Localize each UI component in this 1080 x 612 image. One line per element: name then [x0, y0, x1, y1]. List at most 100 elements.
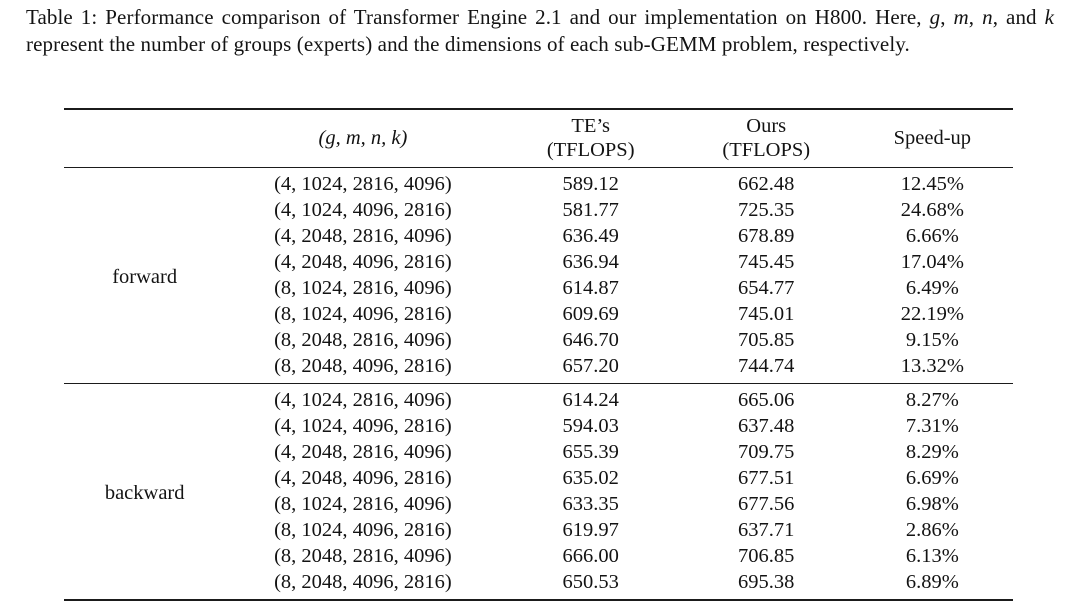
speedup-cell: 8.27%	[905, 389, 959, 411]
te-cell: 619.97	[562, 519, 619, 541]
config-cell: (8, 2048, 4096, 2816)	[274, 571, 452, 593]
table-caption: Table 1: Performance comparison of Trans…	[26, 4, 1054, 57]
config-cell: (8, 2048, 2816, 4096)	[274, 329, 452, 351]
ours-cell: 665.06	[738, 389, 795, 411]
config-cell: (8, 1024, 2816, 4096)	[274, 493, 452, 515]
caption-text: Table 1: Performance comparison of Trans…	[26, 5, 930, 29]
table-row: (4, 1024, 4096, 2816) 594.03 637.48 7.31…	[64, 413, 1013, 439]
config-cell: (4, 2048, 2816, 4096)	[274, 441, 452, 463]
header-config: (g, m, n, k)	[318, 127, 408, 149]
ours-cell: 677.56	[738, 493, 795, 515]
backward-group: backward (4, 1024, 2816, 4096) 614.24 66…	[64, 384, 1013, 601]
table-row: (8, 2048, 4096, 2816) 657.20 744.74 13.3…	[64, 353, 1013, 384]
te-cell: 609.69	[562, 303, 619, 325]
header-row: (g, m, n, k) TE’s (TFLOPS) Ours (TFLOPS) S…	[64, 109, 1013, 168]
table-row: (4, 2048, 4096, 2816) 635.02 677.51 6.69…	[64, 465, 1013, 491]
caption-var-m: m	[953, 5, 969, 29]
performance-table-container: (g, m, n, k) TE’s (TFLOPS) Ours (TFLOPS) S…	[64, 108, 1013, 601]
caption-text: represent the number of groups (experts)…	[26, 31, 910, 56]
config-cell: (4, 1024, 4096, 2816)	[274, 415, 452, 437]
row-group-label-forward: forward	[112, 266, 178, 288]
table-row: (8, 1024, 4096, 2816) 609.69 745.01 22.1…	[64, 301, 1013, 327]
caption-var-g: g	[929, 5, 941, 29]
ours-cell: 677.51	[738, 467, 795, 489]
config-cell: (4, 2048, 4096, 2816)	[274, 251, 452, 273]
te-cell: 655.39	[562, 441, 619, 463]
table-row: (8, 2048, 2816, 4096) 666.00 706.85 6.13…	[64, 543, 1013, 569]
header-te: TE’s (TFLOPS)	[501, 109, 681, 168]
table-row: (4, 1024, 4096, 2816) 581.77 725.35 24.6…	[64, 197, 1013, 223]
table-row: (4, 2048, 4096, 2816) 636.94 745.45 17.0…	[64, 249, 1013, 275]
caption-text: ,	[968, 5, 983, 29]
forward-group: forward (4, 1024, 2816, 4096) 589.12 662…	[64, 168, 1013, 384]
header-ours-line2: (TFLOPS)	[722, 139, 811, 161]
table-row: (8, 2048, 2816, 4096) 646.70 705.85 9.15…	[64, 327, 1013, 353]
te-cell: 666.00	[562, 545, 619, 567]
config-cell: (4, 2048, 2816, 4096)	[274, 225, 452, 247]
speedup-cell: 8.29%	[905, 441, 959, 463]
te-cell: 657.20	[562, 355, 619, 377]
te-cell: 614.24	[562, 389, 619, 411]
speedup-cell: 12.45%	[900, 173, 964, 195]
ours-cell: 706.85	[738, 545, 795, 567]
config-cell: (4, 2048, 4096, 2816)	[274, 467, 452, 489]
ours-cell: 725.35	[738, 199, 795, 221]
speedup-cell: 6.49%	[905, 277, 959, 299]
table-header: (g, m, n, k) TE’s (TFLOPS) Ours (TFLOPS) S…	[64, 109, 1013, 168]
header-row-label	[64, 109, 225, 168]
caption-var-k: k	[1044, 5, 1055, 29]
config-cell: (4, 1024, 2816, 4096)	[274, 389, 452, 411]
caption-text: , and	[992, 5, 1045, 29]
te-cell: 633.35	[562, 493, 619, 515]
header-te-line2: (TFLOPS)	[546, 139, 635, 161]
config-cell: (8, 1024, 4096, 2816)	[274, 519, 452, 541]
te-cell: 646.70	[562, 329, 619, 351]
te-cell: 614.87	[562, 277, 619, 299]
ours-cell: 745.01	[738, 303, 795, 325]
te-cell: 581.77	[562, 199, 619, 221]
header-ours-line1: Ours	[746, 115, 787, 137]
ours-cell: 695.38	[738, 571, 795, 593]
config-cell: (8, 1024, 4096, 2816)	[274, 303, 452, 325]
table-row: forward (4, 1024, 2816, 4096) 589.12 662…	[64, 168, 1013, 288]
ours-cell: 705.85	[738, 329, 795, 351]
ours-cell: 637.71	[738, 519, 795, 541]
speedup-cell: 13.32%	[900, 355, 964, 377]
ours-cell: 637.48	[738, 415, 795, 437]
ours-cell: 709.75	[738, 441, 795, 463]
table-row: (8, 1024, 4096, 2816) 619.97 637.71 2.86…	[64, 517, 1013, 543]
speedup-cell: 6.98%	[905, 493, 959, 515]
table-row: (4, 2048, 2816, 4096) 655.39 709.75 8.29…	[64, 439, 1013, 465]
speedup-cell: 22.19%	[900, 303, 964, 325]
speedup-cell: 6.89%	[905, 571, 959, 593]
te-cell: 636.94	[562, 251, 619, 273]
table-row: (4, 2048, 2816, 4096) 636.49 678.89 6.66…	[64, 223, 1013, 249]
ours-cell: 662.48	[738, 173, 795, 195]
te-cell: 635.02	[562, 467, 619, 489]
performance-table: (g, m, n, k) TE’s (TFLOPS) Ours (TFLOPS) S…	[64, 108, 1013, 601]
te-cell: 594.03	[562, 415, 619, 437]
ours-cell: 654.77	[738, 277, 795, 299]
speedup-cell: 9.15%	[905, 329, 959, 351]
speedup-cell: 24.68%	[900, 199, 964, 221]
ours-cell: 678.89	[738, 225, 795, 247]
te-cell: 650.53	[562, 571, 619, 593]
table-row: (8, 1024, 2816, 4096) 633.35 677.56 6.98…	[64, 491, 1013, 517]
header-speedup: Speed-up	[893, 127, 972, 149]
table-row: backward (4, 1024, 2816, 4096) 614.24 66…	[64, 384, 1013, 504]
te-cell: 636.49	[562, 225, 619, 247]
speedup-cell: 6.66%	[905, 225, 959, 247]
config-cell: (4, 1024, 4096, 2816)	[274, 199, 452, 221]
table-row: (8, 1024, 2816, 4096) 614.87 654.77 6.49…	[64, 275, 1013, 301]
te-cell: 589.12	[562, 173, 619, 195]
header-te-line1: TE’s	[571, 115, 611, 137]
speedup-cell: 2.86%	[905, 519, 959, 541]
header-ours: Ours (TFLOPS)	[681, 109, 852, 168]
speedup-cell: 6.13%	[905, 545, 959, 567]
speedup-cell: 6.69%	[905, 467, 959, 489]
speedup-cell: 17.04%	[900, 251, 964, 273]
config-cell: (8, 1024, 2816, 4096)	[274, 277, 452, 299]
ours-cell: 744.74	[738, 355, 795, 377]
config-cell: (8, 2048, 2816, 4096)	[274, 545, 452, 567]
config-cell: (4, 1024, 2816, 4096)	[274, 173, 452, 195]
